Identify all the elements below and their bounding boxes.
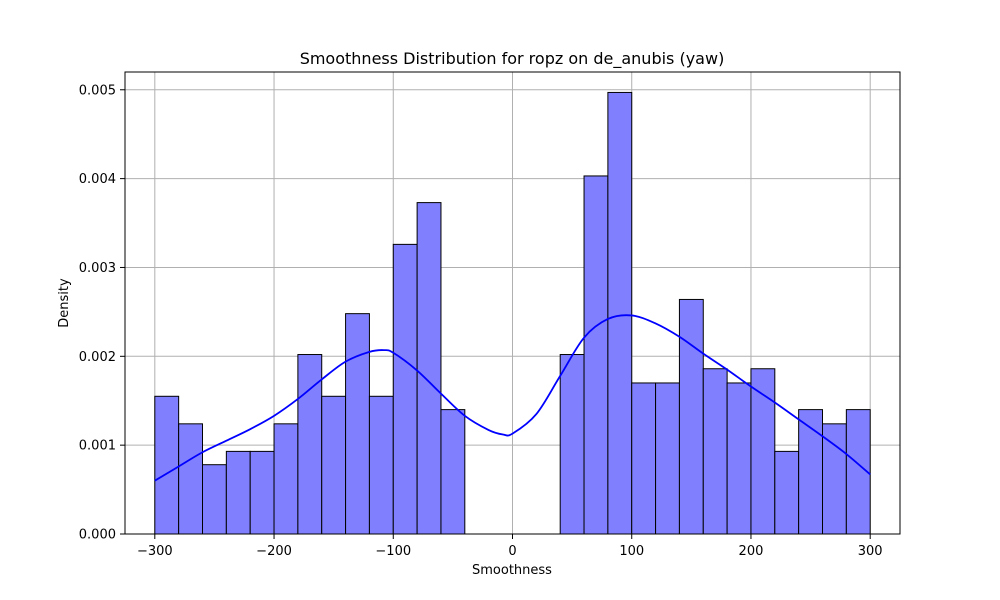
- y-tick-label: 0.001: [79, 439, 116, 454]
- x-axis-ticks: −300 −200 −100 0 100 200 300: [137, 534, 883, 559]
- kde-curve: [154, 314, 871, 482]
- histogram-bar: [678, 298, 704, 535]
- y-axis-ticks: 0.000 0.001 0.002 0.003 0.004 0.005: [79, 83, 125, 543]
- y-axis-label: Density: [57, 278, 72, 328]
- y-tick-label: 0.005: [79, 83, 116, 98]
- histogram-bar: [416, 202, 442, 535]
- histogram-bar: [273, 423, 299, 535]
- histogram-bar: [321, 395, 347, 535]
- x-tick-label: 300: [858, 544, 883, 559]
- histogram-bar: [392, 243, 418, 535]
- histogram-bar: [774, 450, 800, 535]
- histogram-bar: [440, 409, 466, 535]
- histogram-bars: [154, 91, 871, 535]
- x-tick-label: −200: [256, 544, 292, 559]
- x-tick-label: −300: [137, 544, 173, 559]
- x-tick-label: 200: [739, 544, 764, 559]
- histogram-bar: [345, 313, 370, 535]
- histogram-bar: [368, 395, 394, 535]
- histogram-bar: [702, 368, 728, 535]
- histogram-bar: [559, 354, 585, 535]
- x-tick-label: −100: [375, 544, 411, 559]
- y-tick-label: 0.000: [79, 528, 116, 543]
- y-tick-label: 0.004: [79, 172, 116, 187]
- x-axis-label: Smoothness: [472, 563, 552, 578]
- histogram-bar: [178, 423, 203, 535]
- histogram-bar: [822, 423, 847, 535]
- chart-title: Smoothness Distribution for ropz on de_a…: [300, 49, 725, 69]
- histogram-bar: [655, 382, 680, 535]
- x-tick-label: 0: [508, 544, 516, 559]
- histogram-bar: [225, 450, 251, 535]
- x-tick-label: 100: [619, 544, 644, 559]
- histogram-bar: [249, 450, 275, 535]
- histogram-bar: [631, 382, 657, 535]
- histogram-bar: [202, 464, 227, 535]
- kde-curve-layer: [154, 314, 871, 482]
- y-tick-label: 0.002: [79, 350, 116, 365]
- histogram-bar: [726, 382, 752, 535]
- histogram-bar: [154, 395, 180, 535]
- histogram-bar: [583, 175, 609, 535]
- y-tick-label: 0.003: [79, 261, 116, 276]
- histogram-bar: [607, 91, 633, 535]
